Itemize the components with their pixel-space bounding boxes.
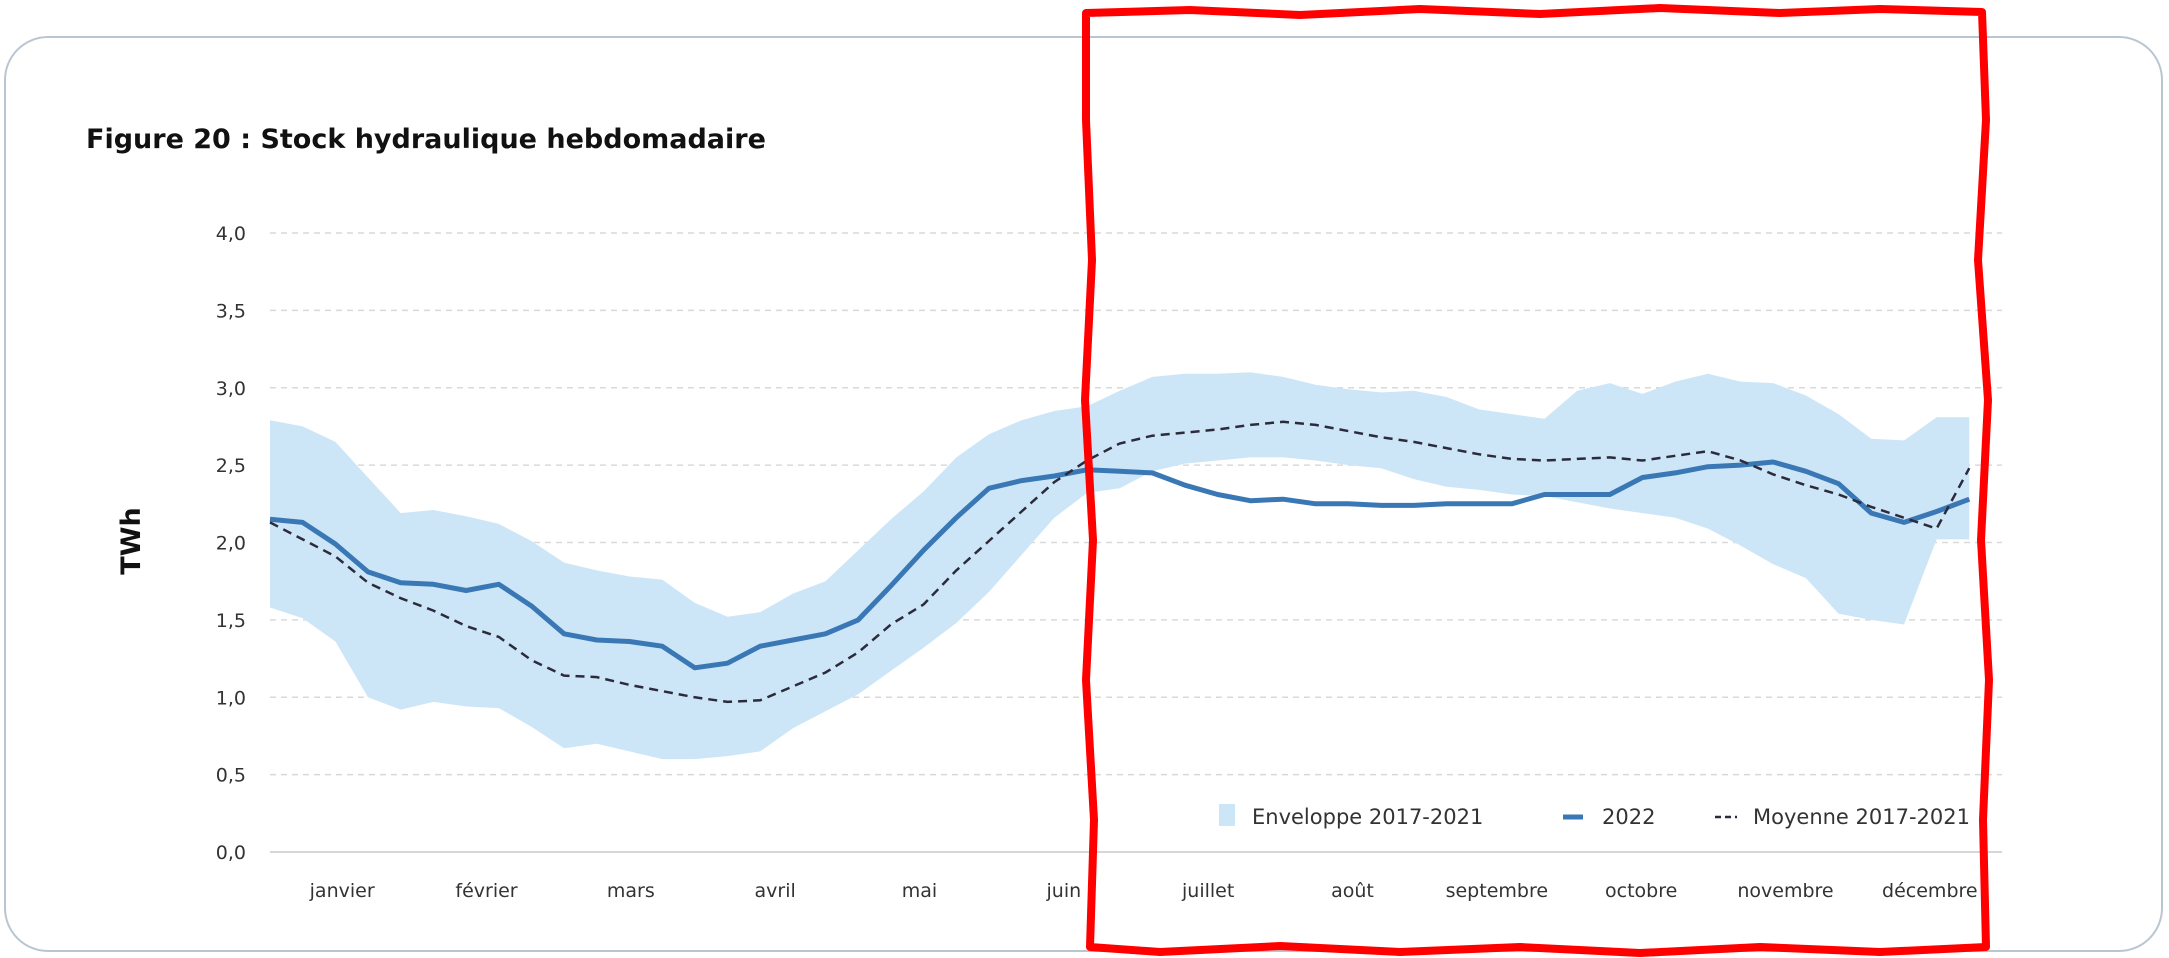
x-month-label: juin [1046, 880, 1082, 902]
x-month-label: février [455, 880, 517, 902]
series-line-layer [269, 420, 1971, 704]
x-month-label: juillet [1181, 880, 1234, 902]
x-month-labels: janvier février mars avril mai juin juillet aoû… [309, 880, 1978, 902]
series-envelope-2017-2021 [270, 372, 1970, 760]
x-month-label: mai [902, 880, 937, 902]
y-tick-label: 1,5 [216, 610, 246, 632]
x-month-label: mars [607, 880, 655, 902]
x-month-label: avril [755, 880, 796, 902]
x-month-label: août [1331, 880, 1374, 902]
y-tick-label: 4,0 [216, 223, 246, 245]
legend-swatch-envelope [1219, 804, 1235, 826]
legend-label-envelope: Enveloppe 2017-2021 [1252, 805, 1483, 829]
legend: Enveloppe 2017-2021 2022 Moyenne 2017-2021 [1219, 804, 1970, 829]
x-month-label: novembre [1737, 880, 1833, 902]
chart-title: Figure 20 : Stock hydraulique hebdomadai… [86, 124, 766, 155]
y-tick-label: 0,5 [216, 765, 246, 787]
legend-label-2022: 2022 [1602, 805, 1655, 829]
envelope-band-layer [270, 372, 1970, 760]
y-tick-labels: 0,0 0,5 1,0 1,5 2,0 2,5 3,0 3,5 4,0 [216, 223, 246, 864]
x-month-label: septembre [1446, 880, 1548, 902]
series-line-moyenne-2017-2021 [269, 420, 1971, 704]
y-axis-label: TWh [116, 507, 147, 574]
highlight-box [1081, 4, 1993, 957]
y-tick-label: 1,0 [216, 687, 246, 709]
y-tick-label: 3,5 [216, 300, 246, 322]
x-month-label: janvier [309, 880, 375, 902]
legend-label-moyenne: Moyenne 2017-2021 [1753, 805, 1970, 829]
y-tick-label: 2,5 [216, 455, 246, 477]
x-month-label: décembre [1882, 880, 1978, 902]
highlight-rectangle [1081, 4, 1993, 957]
series-line-2022 [269, 459, 1971, 671]
y-tick-label: 3,0 [216, 378, 246, 400]
x-month-label: octobre [1605, 880, 1677, 902]
y-tick-label: 0,0 [216, 842, 246, 864]
y-tick-label: 2,0 [216, 533, 246, 555]
